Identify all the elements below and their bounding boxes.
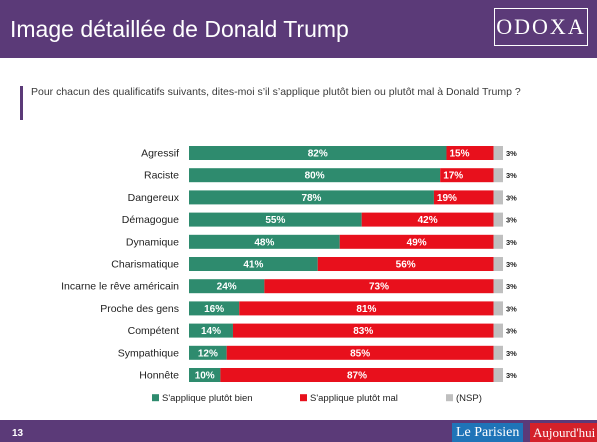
bar-segment xyxy=(239,301,494,316)
bar-segment xyxy=(189,146,447,160)
legend-swatch xyxy=(446,394,453,402)
value-label: 3% xyxy=(506,282,517,291)
bar-segment xyxy=(264,279,494,294)
value-label: 10% xyxy=(195,371,215,382)
category-label: Dynamique xyxy=(126,236,179,248)
bar-segment xyxy=(493,257,503,271)
bar-segment xyxy=(189,168,441,183)
bar-segment xyxy=(361,212,494,227)
le-parisien-logo: Le Parisien xyxy=(452,423,524,442)
value-label: 83% xyxy=(353,326,373,337)
aujourdhui-logo: Aujourd'hui xyxy=(530,423,597,442)
bar-segment xyxy=(493,234,503,249)
value-label: 12% xyxy=(198,348,218,359)
value-label: 3% xyxy=(506,238,517,247)
category-label: Incarne le rêve américain xyxy=(61,281,179,293)
value-label: 3% xyxy=(506,216,517,225)
legend-label: S'applique plutôt mal xyxy=(310,393,398,404)
page-title: Image détaillée de Donald Trump xyxy=(10,16,349,42)
bar-segment xyxy=(493,168,503,183)
bar-segment xyxy=(317,257,494,271)
bar-segment xyxy=(493,368,503,382)
value-label: 49% xyxy=(407,237,427,248)
value-label: 24% xyxy=(217,282,237,293)
bar-segment xyxy=(189,345,227,360)
category-label: Compétent xyxy=(128,325,179,337)
bar-segment xyxy=(493,301,503,316)
bar-segment xyxy=(493,323,503,338)
category-label: Démagogue xyxy=(122,214,179,226)
bar-segment xyxy=(493,212,503,227)
footer-bar xyxy=(0,420,597,442)
value-label: 16% xyxy=(204,304,224,315)
value-label: 87% xyxy=(347,371,367,382)
value-label: 3% xyxy=(506,371,517,380)
value-label: 3% xyxy=(506,304,517,313)
bar-segment xyxy=(493,345,503,360)
bar-segment xyxy=(189,234,340,249)
bar-segment xyxy=(189,279,265,294)
bar-segment xyxy=(440,168,494,183)
bar-segment xyxy=(226,345,494,360)
legend-label: S'applique plutôt bien xyxy=(162,393,253,404)
value-label: 73% xyxy=(369,282,389,293)
bar-segment xyxy=(189,212,362,227)
category-label: Sympathique xyxy=(118,347,179,359)
bar-segment xyxy=(189,368,221,382)
value-label: 3% xyxy=(506,260,517,269)
bar-segment xyxy=(189,301,240,316)
odoxa-logo: ODOXA xyxy=(494,8,588,46)
bar-segment xyxy=(189,323,233,338)
legend-swatch xyxy=(152,394,159,402)
value-label: 81% xyxy=(356,304,376,315)
value-label: 14% xyxy=(201,326,221,337)
value-label: 78% xyxy=(301,193,321,204)
question-text: Pour chacun des qualificatifs suivants, … xyxy=(31,86,521,98)
bar-segment xyxy=(189,190,434,205)
value-label: 3% xyxy=(506,171,517,180)
value-label: 3% xyxy=(506,149,517,158)
page-number: 13 xyxy=(12,428,24,439)
bar-segment xyxy=(220,368,494,382)
category-label: Charismatique xyxy=(111,259,179,271)
header-bar xyxy=(0,0,597,58)
bar-segment xyxy=(493,190,503,205)
value-label: 82% xyxy=(308,149,328,160)
bar-segment xyxy=(433,190,494,205)
bar-segment xyxy=(189,257,318,271)
bar-segment xyxy=(446,146,494,160)
category-label: Agressif xyxy=(141,148,179,160)
value-label: 3% xyxy=(506,327,517,336)
value-label: 17% xyxy=(443,171,463,182)
value-label: 55% xyxy=(265,215,285,226)
bar-segment xyxy=(493,146,503,160)
category-label: Raciste xyxy=(144,170,179,182)
legend-label: (NSP) xyxy=(456,393,482,404)
question-accent xyxy=(20,86,23,120)
value-label: 3% xyxy=(506,349,517,358)
category-label: Proche des gens xyxy=(100,303,179,315)
value-label: 56% xyxy=(396,260,416,271)
bar-segment xyxy=(339,234,494,249)
value-label: 42% xyxy=(418,215,438,226)
category-label: Honnête xyxy=(139,370,179,382)
bar-segment xyxy=(493,279,503,294)
value-label: 19% xyxy=(437,193,457,204)
value-label: 80% xyxy=(305,171,325,182)
value-label: 3% xyxy=(506,193,517,202)
bar-segment xyxy=(232,323,494,338)
category-label: Dangereux xyxy=(128,192,180,204)
value-label: 48% xyxy=(254,237,274,248)
value-label: 85% xyxy=(350,348,370,359)
legend-swatch xyxy=(300,394,307,402)
value-label: 41% xyxy=(243,260,263,271)
stacked-bar-chart: Agressif 82% 15% 3% Raciste 80% 17% 3% Dangereux… xyxy=(61,146,517,404)
value-label: 15% xyxy=(449,149,469,160)
